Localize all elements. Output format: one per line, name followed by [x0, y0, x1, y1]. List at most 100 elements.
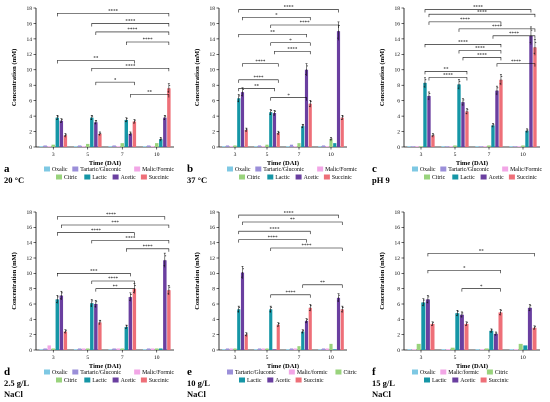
y-tick-label: 16: [210, 225, 216, 231]
bar: [464, 323, 469, 350]
replicate-dot: [134, 285, 136, 287]
replicate-dot: [59, 298, 62, 300]
replicate-dot: [534, 46, 536, 48]
replicate-dot: [309, 103, 311, 105]
legend-label: Malic/Formic: [325, 167, 357, 173]
x-tick-label: 5: [86, 152, 89, 158]
significance-label: ****: [106, 213, 117, 218]
y-axis-label: Concentration (mM): [11, 252, 18, 310]
bar: [108, 349, 112, 350]
significance-bracket: [424, 44, 502, 48]
bar: [222, 349, 226, 350]
legend-label: Tartaric/Gluconic: [80, 370, 121, 376]
significance-label: **: [113, 285, 119, 290]
bar: [423, 82, 427, 147]
x-axis-label: Time (DAI): [89, 363, 121, 370]
bar: [269, 112, 273, 147]
replicate-dot: [527, 129, 529, 131]
bar: [340, 309, 344, 350]
bar: [59, 295, 64, 350]
bar: [329, 343, 333, 350]
replicate-dot: [309, 307, 311, 309]
significance-label: *: [287, 94, 290, 99]
legend-swatch: [440, 369, 447, 375]
bar: [39, 349, 43, 350]
replicate-dot: [500, 79, 502, 81]
replicate-dot: [496, 332, 498, 334]
legend-label: Acetic: [304, 175, 320, 181]
replicate-dot: [499, 311, 502, 313]
replicate-dot: [462, 312, 464, 314]
y-tick-label: 6: [212, 302, 215, 308]
significance-label: ****: [255, 60, 266, 65]
significance-bracket: [95, 81, 135, 86]
panel-letter: d: [4, 366, 10, 378]
replicate-dot: [463, 99, 465, 101]
replicate-dot: [525, 131, 527, 133]
legend-swatch: [452, 174, 459, 180]
y-tick-label: 0: [212, 348, 215, 354]
y-tick-label: 18: [27, 6, 33, 12]
legend-label: Acetic: [460, 378, 476, 384]
bar: [407, 349, 412, 350]
significance-label: ****: [300, 21, 311, 26]
replicate-dot: [59, 121, 62, 123]
panel-condition: 2.5 g/L: [4, 378, 29, 388]
x-tick-label: 5: [454, 355, 457, 361]
x-tick-label: 10: [328, 152, 334, 158]
bar: [308, 307, 312, 350]
replicate-dot: [465, 113, 467, 115]
replicate-dot: [125, 119, 127, 121]
bar: [457, 84, 461, 147]
replicate-dot: [128, 134, 131, 136]
y-tick-label: 2: [212, 333, 215, 339]
bar: [150, 348, 155, 350]
legend-label: Oxalic: [420, 167, 436, 173]
bar: [336, 31, 341, 148]
bar: [499, 79, 503, 147]
bar: [163, 117, 167, 147]
significance-bracket: [126, 41, 170, 45]
significance-label: **: [443, 68, 449, 73]
replicate-dot: [269, 113, 271, 115]
y-tick-label: 10: [395, 271, 401, 277]
replicate-dot: [95, 303, 97, 305]
replicate-dot: [242, 88, 244, 90]
replicate-dot: [64, 331, 66, 333]
bar: [254, 349, 258, 350]
y-tick-label: 0: [397, 145, 400, 151]
y-tick-label: 14: [27, 241, 33, 247]
bar: [483, 146, 487, 147]
bar: [431, 135, 435, 147]
significance-label: ****: [511, 60, 522, 65]
replicate-dot: [130, 132, 132, 134]
replicate-dot: [424, 82, 426, 84]
legend-swatch: [72, 369, 79, 375]
replicate-dot: [159, 139, 161, 141]
bar: [240, 92, 245, 147]
replicate-dot: [433, 134, 435, 136]
panel-letter: a: [4, 163, 10, 175]
replicate-dot: [273, 112, 276, 114]
replicate-dot: [338, 24, 340, 26]
replicate-dot: [277, 324, 279, 326]
significance-bracket: [242, 221, 343, 225]
replicate-dot: [246, 333, 248, 335]
x-axis-label: Time (DAI): [456, 363, 488, 370]
legend-label: Lactic: [275, 175, 290, 181]
chart-panel-c: 0 2 4 6 8 10 12 14 16 18 Concentration (mM) 3 5 7 10 Ti…: [372, 6, 542, 185]
bar: [150, 146, 155, 147]
bar: [55, 299, 60, 350]
replicate-dot: [64, 332, 66, 334]
panel-condition: 37 °C: [187, 175, 207, 185]
bar: [509, 349, 514, 350]
bar: [421, 302, 426, 350]
significance-label: **: [479, 250, 485, 255]
significance-label: ****: [287, 47, 298, 52]
x-tick-label: 7: [298, 355, 301, 361]
x-tick-label: 10: [328, 355, 334, 361]
significance-label: ****: [477, 10, 488, 15]
legend-label: Lactic: [432, 378, 447, 384]
replicate-dot: [426, 301, 428, 303]
